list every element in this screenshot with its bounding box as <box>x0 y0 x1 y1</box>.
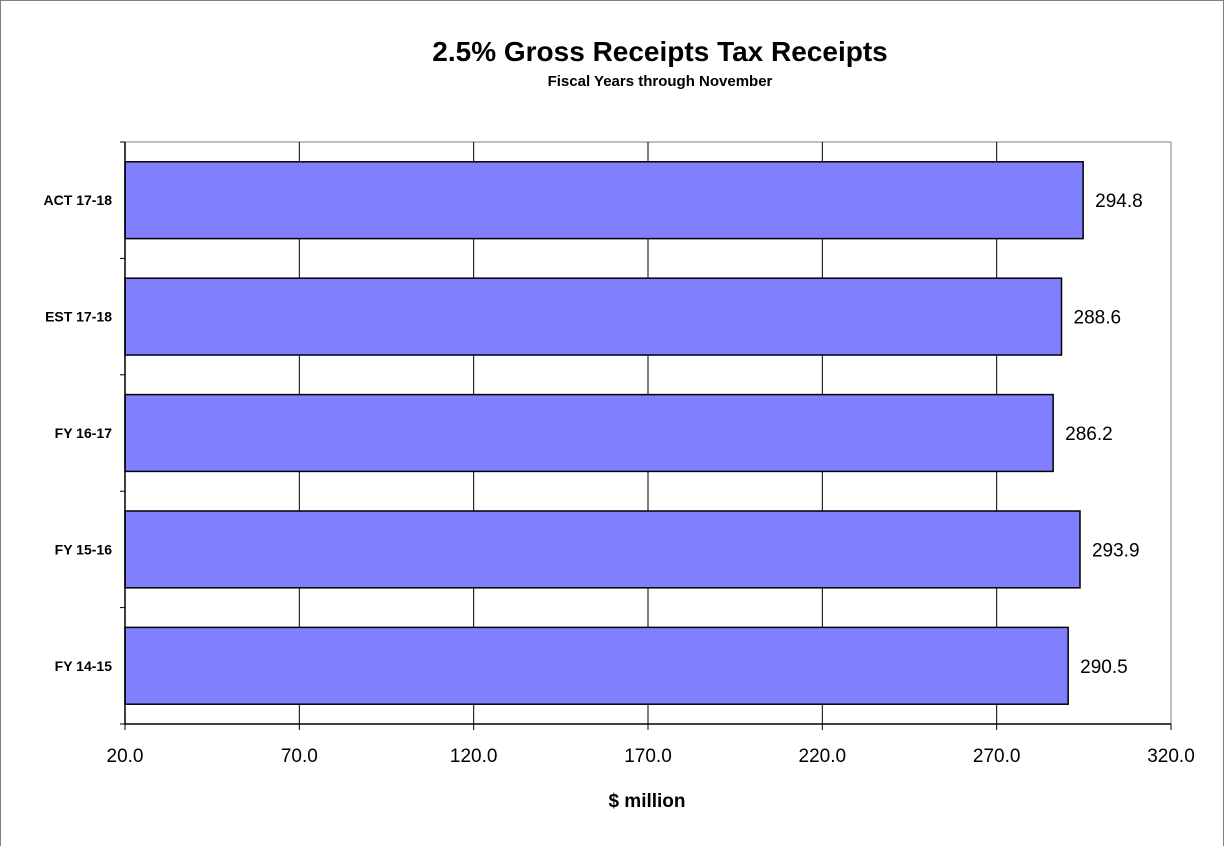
x-axis-title: $ million <box>608 791 685 812</box>
bar-value-label: 286.2 <box>1065 424 1113 445</box>
bar-value-label: 288.6 <box>1074 308 1122 329</box>
x-tick-label: 20.0 <box>107 746 144 767</box>
y-category-label: ACT 17-18 <box>44 192 113 208</box>
bar <box>124 161 1084 240</box>
y-category-label: FY 16-17 <box>55 425 113 441</box>
y-category-label: EST 17-18 <box>45 309 112 325</box>
labels: 20.0 70.0 120.0 170.0 220.0 270.0 320.0 294.8 AC… <box>44 191 1195 767</box>
x-tick-label: 170.0 <box>624 746 672 767</box>
bar-value-label: 293.9 <box>1092 540 1140 561</box>
bar <box>124 510 1081 589</box>
y-category-label: FY 14-15 <box>55 658 113 674</box>
bar <box>124 626 1069 705</box>
axes <box>120 141 1172 730</box>
x-tick-label: 70.0 <box>281 746 318 767</box>
x-tick-label: 320.0 <box>1147 746 1195 767</box>
x-tick-label: 220.0 <box>799 746 847 767</box>
x-tick-label: 120.0 <box>450 746 498 767</box>
chart-title: 2.5% Gross Receipts Tax Receipts <box>432 36 887 67</box>
bar <box>124 277 1063 356</box>
bar <box>124 393 1054 473</box>
bar-value-label: 294.8 <box>1095 191 1143 212</box>
chart-subtitle: Fiscal Years through November <box>548 73 773 90</box>
bar-value-label: 290.5 <box>1080 657 1128 678</box>
y-category-label: FY 15-16 <box>55 541 113 557</box>
x-tick-label: 270.0 <box>973 746 1021 767</box>
